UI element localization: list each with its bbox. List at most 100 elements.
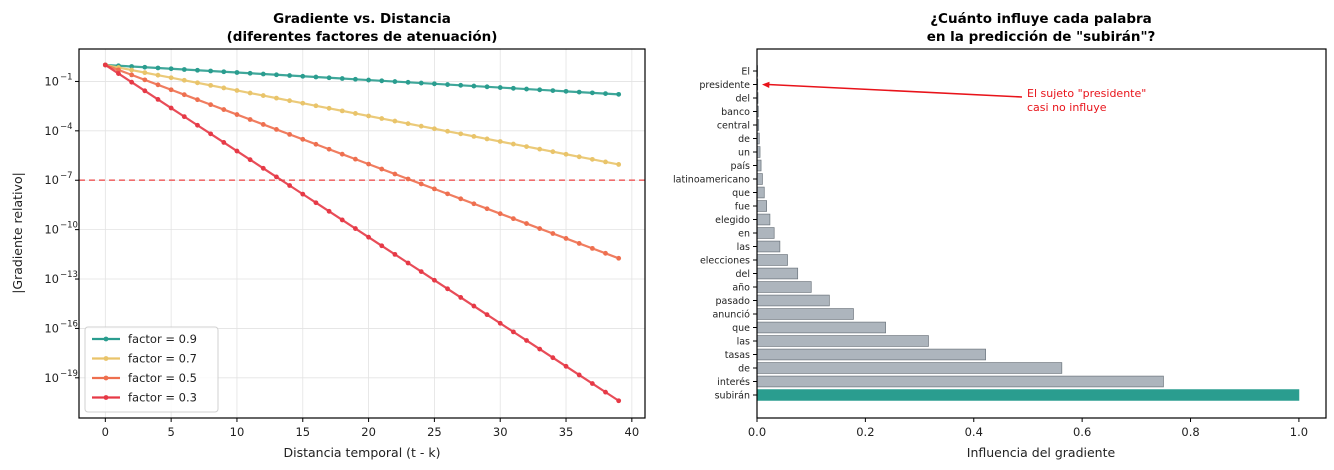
data-point	[300, 100, 306, 106]
data-point	[274, 95, 279, 101]
data-point	[379, 78, 385, 84]
data-point	[339, 76, 345, 81]
data-point	[563, 151, 569, 157]
data-point	[313, 103, 319, 109]
data-point	[221, 85, 227, 91]
left-ytick-label: 10	[44, 223, 59, 237]
data-point	[497, 85, 503, 90]
data-point	[339, 151, 345, 157]
annotation-text-line1: El sujeto "presidente"	[1027, 87, 1146, 100]
right-bars-group	[756, 65, 1300, 401]
right-ytick-label: de	[738, 364, 750, 375]
bar-fue	[756, 200, 767, 212]
right-ytick-label: latinoamericano	[673, 175, 750, 186]
data-point	[616, 91, 622, 97]
bar-anunció	[756, 308, 854, 320]
bar-que	[756, 186, 765, 199]
right-xtick-label: 0.8	[1181, 425, 1199, 439]
legend-box	[84, 326, 219, 413]
left-xtick-label: 30	[493, 425, 508, 439]
data-point	[524, 144, 529, 149]
bar-tasas	[756, 348, 986, 361]
data-point	[155, 65, 161, 71]
data-point	[537, 87, 543, 93]
data-point	[168, 105, 174, 111]
data-point	[181, 92, 187, 98]
left-ytick-exponent: −19	[60, 369, 78, 379]
right-xtick-label: 0.6	[1073, 425, 1091, 439]
annotation-arrowhead	[762, 81, 770, 88]
right-ytick-label: anunció	[712, 310, 750, 321]
data-point	[484, 84, 490, 90]
data-point	[431, 126, 437, 132]
left-ytick-label: 10	[44, 272, 59, 286]
data-point	[445, 82, 450, 87]
data-point	[339, 217, 345, 223]
data-point	[353, 156, 358, 162]
data-point	[208, 68, 214, 74]
data-point	[142, 88, 148, 94]
left-plot-frame	[78, 48, 646, 419]
series-line	[105, 63, 619, 166]
data-point	[537, 146, 543, 152]
data-point	[497, 211, 503, 217]
data-point	[366, 234, 371, 240]
legend-label: factor = 0.7	[128, 352, 197, 366]
bar-pasado	[756, 294, 830, 307]
left-ytick-exponent: −10	[60, 221, 78, 231]
left-chart-title-line2: (diferentes factores de atenuación)	[227, 29, 498, 45]
bar-del	[756, 267, 799, 280]
data-point	[379, 243, 385, 249]
data-point	[168, 75, 174, 81]
data-point	[313, 74, 319, 80]
chart-gradient-vs-distance: Gradiente vs. Distancia (diferentes fact…	[10, 11, 646, 460]
data-point	[458, 82, 464, 88]
left-y-axis-label: |Gradiente relativo|	[10, 172, 25, 294]
data-point	[274, 72, 279, 78]
data-point	[129, 72, 135, 78]
data-point	[155, 97, 161, 102]
bar-elecciones	[756, 254, 788, 266]
bar-las	[756, 240, 781, 253]
data-point	[353, 226, 358, 231]
bar-en	[756, 227, 775, 239]
data-point	[379, 166, 385, 172]
right-ytick-label: central	[717, 121, 750, 132]
left-ytick-exponent: −4	[60, 122, 73, 132]
right-ytick-label: del	[735, 269, 750, 280]
right-ytick-label: elecciones	[700, 256, 750, 267]
annotation-arrow-line	[767, 83, 1023, 98]
data-point	[234, 148, 240, 154]
data-point	[576, 154, 582, 160]
data-point	[510, 216, 516, 222]
data-point	[274, 174, 279, 180]
data-point	[563, 363, 569, 369]
bar-las	[756, 335, 929, 347]
data-point	[458, 196, 464, 202]
data-point	[603, 159, 608, 165]
data-point	[431, 186, 437, 192]
data-point	[616, 162, 622, 167]
data-point	[260, 122, 266, 127]
data-point	[524, 338, 529, 343]
right-ytick-label: interés	[717, 377, 750, 388]
series-0.9	[102, 62, 622, 97]
data-point	[247, 90, 253, 96]
data-point	[497, 139, 503, 144]
data-point	[339, 108, 345, 114]
right-ytick-label: del	[735, 94, 750, 105]
data-point	[550, 231, 556, 236]
data-point	[603, 91, 608, 97]
right-x-axis-label: Influencia del gradiente	[967, 445, 1116, 460]
data-point	[142, 77, 148, 83]
data-point	[287, 131, 293, 137]
data-point	[445, 128, 450, 134]
data-point	[195, 80, 200, 86]
legend-marker	[103, 375, 109, 381]
right-chart-title-line1: ¿Cuánto influye cada palabra	[930, 11, 1152, 27]
right-xtick-label: 1.0	[1290, 425, 1308, 439]
data-point	[260, 165, 266, 171]
data-point	[260, 93, 266, 98]
data-point	[418, 80, 424, 86]
